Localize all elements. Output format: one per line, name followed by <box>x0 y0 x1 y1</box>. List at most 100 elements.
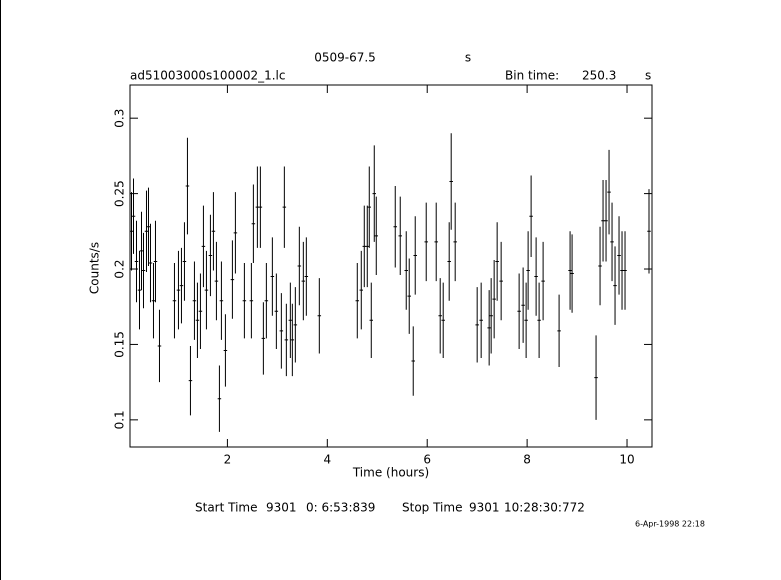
data-point <box>217 365 222 432</box>
data-point <box>407 258 411 334</box>
data-point <box>404 231 408 310</box>
data-point <box>570 234 574 313</box>
data-point <box>192 261 197 340</box>
data-point <box>441 282 445 359</box>
data-point <box>647 189 651 274</box>
data-point <box>251 184 256 263</box>
data-point <box>594 335 598 420</box>
data-point <box>604 180 608 262</box>
data-point <box>198 273 203 349</box>
data-point <box>623 231 627 310</box>
data-point <box>185 137 190 235</box>
data-point <box>230 240 235 319</box>
data-point <box>279 293 284 369</box>
data-point <box>304 237 309 316</box>
data-point <box>195 282 200 359</box>
data-point <box>447 222 451 301</box>
data-point <box>398 196 402 276</box>
data-point <box>374 196 379 276</box>
data-point <box>489 278 493 354</box>
data-point <box>293 287 298 363</box>
timestamp: 6-Apr-1998 22:18 <box>635 520 705 529</box>
data-point <box>453 202 457 282</box>
data-point <box>288 282 293 359</box>
stop-label: Stop Time <box>402 501 462 515</box>
data-point <box>137 250 142 330</box>
data-point <box>208 214 213 297</box>
data-point <box>438 278 442 354</box>
data-point <box>524 282 528 359</box>
data-point <box>598 226 602 306</box>
data-point <box>610 202 614 282</box>
data-point <box>233 192 238 274</box>
y-tick-label: 0.1 <box>113 410 127 429</box>
data-point <box>607 149 611 235</box>
data-point <box>449 133 453 230</box>
data-point <box>521 267 525 343</box>
x-tick-label: 2 <box>224 453 232 467</box>
data-point <box>223 314 228 387</box>
data-point <box>529 175 533 257</box>
data-point <box>242 262 247 339</box>
data-point <box>290 303 295 377</box>
data-point <box>151 262 156 339</box>
data-point <box>282 166 287 248</box>
data-point <box>211 192 216 271</box>
y-tick-label: 0.15 <box>113 331 127 358</box>
stop-time: 10:28:30:772 <box>504 501 585 515</box>
data-point <box>153 220 158 303</box>
data-point <box>179 247 184 324</box>
chart-title: 0509-67.5 <box>314 51 376 65</box>
x-axis-label: Time (hours) <box>352 466 429 480</box>
y-tick-label: 0.3 <box>113 109 127 128</box>
y-tick-label: 0.25 <box>113 180 127 207</box>
data-point <box>365 205 370 288</box>
data-point <box>214 241 219 321</box>
data-point <box>261 302 266 375</box>
data-point <box>411 326 415 396</box>
data-point <box>157 309 162 383</box>
start-label: Start Time <box>195 501 258 515</box>
data-point <box>188 345 193 416</box>
bin-time: 250.3 <box>582 69 616 83</box>
data-point <box>274 273 279 349</box>
start-day: 9301 <box>266 501 297 515</box>
plot-frame <box>129 84 653 448</box>
data-point <box>475 287 479 363</box>
data-point <box>369 282 374 359</box>
bin-time-unit: s <box>645 69 651 83</box>
x-tick-label: 6 <box>423 453 431 467</box>
data-point <box>479 282 483 359</box>
data-point <box>201 205 206 288</box>
data-point <box>568 231 572 310</box>
x-tick-label: 10 <box>619 453 634 467</box>
data-point <box>424 202 428 282</box>
data-point <box>537 282 541 359</box>
data-point <box>317 278 322 354</box>
data-point <box>434 202 438 282</box>
data-point <box>172 262 177 339</box>
data-point <box>219 261 224 340</box>
data-point <box>249 262 254 339</box>
data-point <box>270 237 275 316</box>
data-point <box>284 303 289 377</box>
data-point <box>258 166 263 248</box>
data-point <box>541 241 545 321</box>
data-point <box>146 187 151 266</box>
data-point <box>134 220 139 303</box>
data-point <box>526 231 530 310</box>
data-point <box>372 145 377 242</box>
data-point <box>144 190 149 273</box>
data-point <box>620 231 624 310</box>
data-point <box>492 259 496 339</box>
x-tick-label: 8 <box>523 453 531 467</box>
data-point <box>139 211 144 291</box>
data-point <box>499 241 503 321</box>
data-point <box>534 237 538 316</box>
data-point <box>297 226 302 306</box>
data-point <box>264 262 269 339</box>
data-point <box>617 216 621 295</box>
data-point <box>301 241 306 321</box>
